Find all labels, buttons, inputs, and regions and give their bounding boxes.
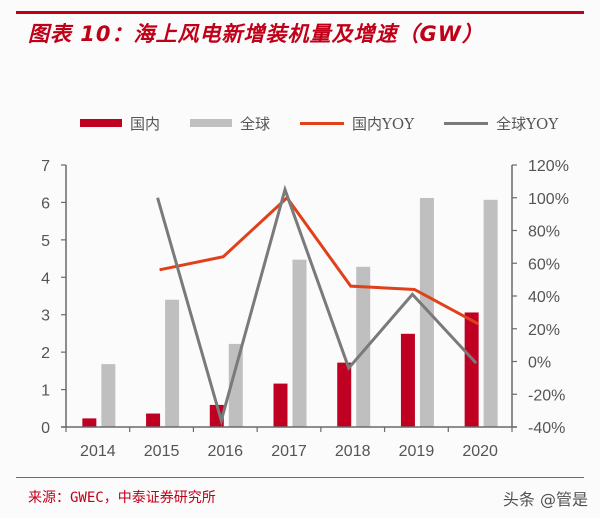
x-tick-label: 2017 xyxy=(271,443,307,460)
y2-tick-label: 100% xyxy=(528,191,569,208)
y2-tick-label: 20% xyxy=(528,322,560,339)
source-note: 来源：GWEC，中泰证券研究所 xyxy=(28,490,216,506)
y2-tick-label: 40% xyxy=(528,289,560,306)
y-tick-label: 4 xyxy=(41,270,50,287)
line-global-yoy xyxy=(156,184,478,426)
bar-domestic-2014 xyxy=(82,418,97,427)
x-tick-label: 2019 xyxy=(399,443,435,460)
watermark: 头条 @管是 xyxy=(502,490,588,509)
bar-global-2016 xyxy=(228,343,243,427)
bars-layer xyxy=(82,197,498,427)
bar-domestic-2017 xyxy=(273,383,288,427)
legend-item-global: 全球 xyxy=(190,113,270,134)
y-tick-label: 3 xyxy=(41,308,50,325)
y2-tick-label: -40% xyxy=(528,420,565,437)
y2-tick-label: 80% xyxy=(528,224,560,241)
y2-tick-label: 120% xyxy=(528,158,569,175)
legend-item-domestic: 国内 xyxy=(80,113,160,134)
top-rule xyxy=(16,11,584,14)
bar-domestic-2018 xyxy=(337,362,352,427)
y-tick-label: 5 xyxy=(41,233,50,250)
x-tick-label: 2018 xyxy=(335,443,371,460)
legend-line-domestic-yoy xyxy=(300,121,345,125)
bar-global-2015 xyxy=(165,299,180,427)
y-tick-label: 1 xyxy=(41,383,50,400)
legend-line-global-yoy xyxy=(444,121,489,125)
legend-label-domestic-yoy: 国内YOY xyxy=(352,114,415,133)
bottom-rule xyxy=(16,477,584,478)
bar-global-2019 xyxy=(419,197,434,427)
bar-domestic-2019 xyxy=(400,333,415,427)
bar-domestic-2020 xyxy=(464,312,479,427)
x-tick-label: 2016 xyxy=(207,443,243,460)
legend-label-global: 全球 xyxy=(240,114,271,133)
x-tick-label: 2014 xyxy=(80,443,116,460)
bar-global-2017 xyxy=(292,259,307,427)
bar-global-2018 xyxy=(356,266,371,427)
bar-global-2014 xyxy=(101,364,116,427)
legend-label-global-yoy: 全球YOY xyxy=(496,114,559,133)
y2-tick-label: -20% xyxy=(528,387,565,404)
legend-swatch-domestic xyxy=(80,119,122,127)
y-tick-label: 0 xyxy=(41,420,50,437)
axes-layer: 0 1 2 3 4 5 6 7 -40% -20% 0% 20% 40% 60% 80% 100% 120% 20… xyxy=(41,158,569,460)
legend-item-domestic-yoy: 国内YOY xyxy=(300,113,414,134)
y2-tick-label: 60% xyxy=(528,256,560,273)
y-tick-label: 6 xyxy=(41,195,50,212)
line-domestic-yoy xyxy=(159,195,479,326)
legend-label-domestic: 国内 xyxy=(130,114,161,133)
chart-title: 图表 10：海上风电新增装机量及增速（GW） xyxy=(28,22,484,46)
lines-layer xyxy=(156,184,479,426)
legend-item-global-yoy: 全球YOY xyxy=(444,113,558,134)
x-tick-label: 2015 xyxy=(144,443,180,460)
x-tick-label: 2020 xyxy=(462,443,498,460)
legend-swatch-global xyxy=(190,119,233,127)
legend: 国内 全球 国内YOY 全球YOY xyxy=(80,113,588,133)
y-tick-label: 7 xyxy=(41,158,50,175)
y2-tick-label: 0% xyxy=(528,355,551,372)
bar-global-2020 xyxy=(483,199,498,427)
y-tick-label: 2 xyxy=(41,345,50,362)
bar-domestic-2015 xyxy=(146,413,161,427)
